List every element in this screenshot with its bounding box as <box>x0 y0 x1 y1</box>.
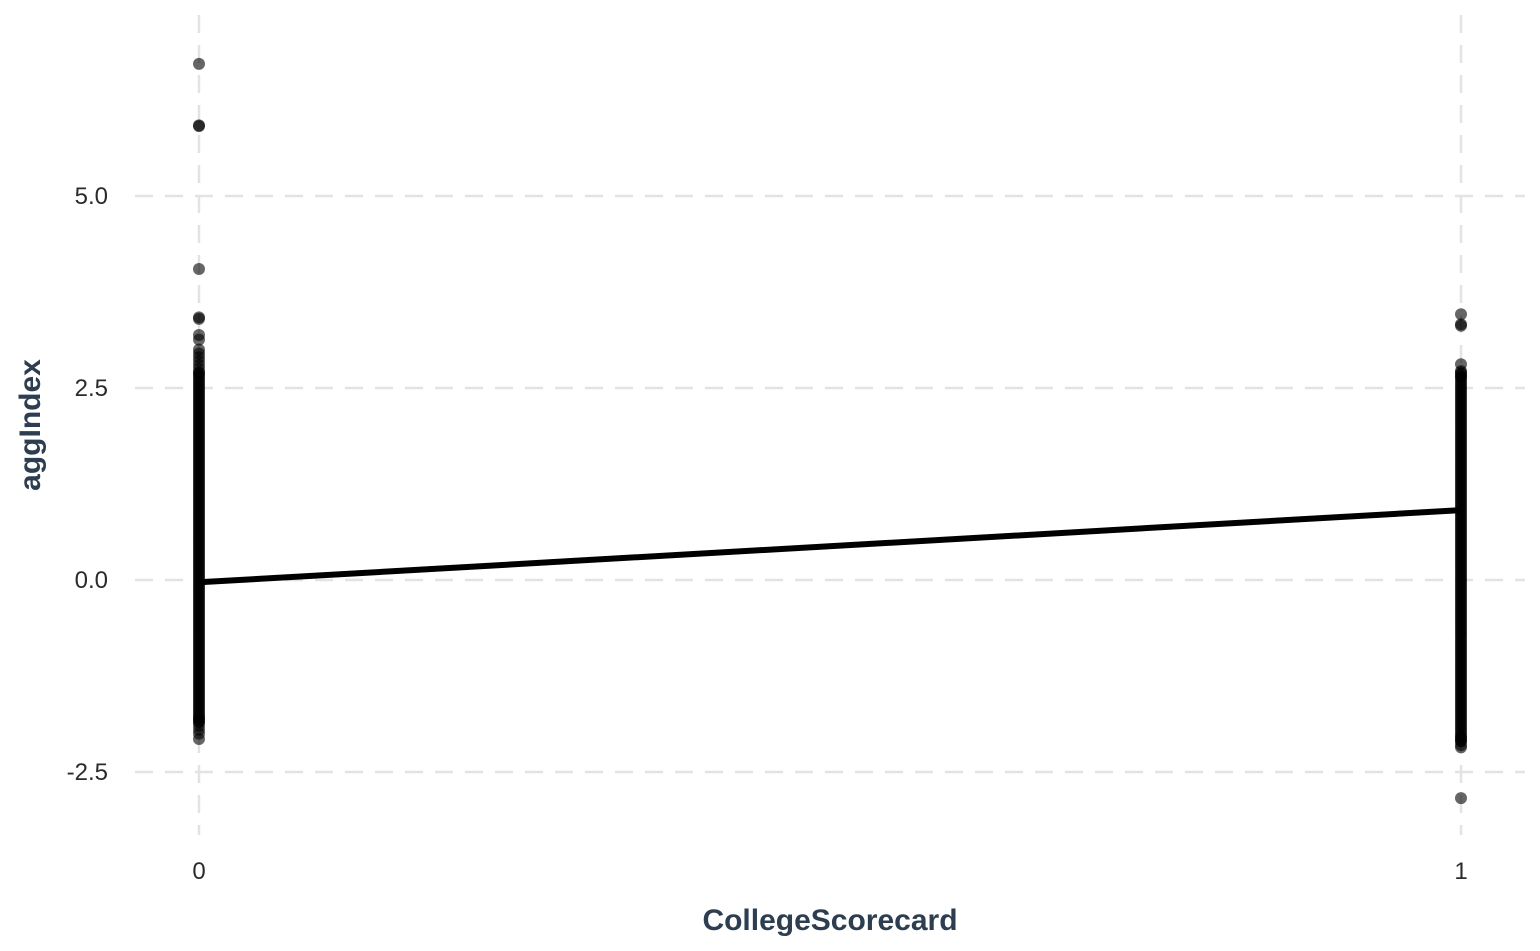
y-tick-label: -2.5 <box>67 759 108 786</box>
y-tick-label: 5.0 <box>75 183 108 210</box>
y-tick-label: 2.5 <box>75 375 108 402</box>
data-point <box>1455 320 1467 332</box>
data-point <box>193 119 205 131</box>
data-point <box>1455 741 1467 753</box>
data-point <box>193 313 205 325</box>
y-axis-title: aggIndex <box>14 359 47 491</box>
x-axis-title: CollegeScorecard <box>702 904 957 937</box>
x-tick-label: 0 <box>192 858 205 885</box>
fit-line <box>199 510 1461 582</box>
data-point <box>193 263 205 275</box>
data-point <box>1455 370 1467 382</box>
points-layer <box>193 58 1467 804</box>
fit-line-layer <box>199 510 1461 582</box>
x-tick-label: 1 <box>1454 858 1467 885</box>
tick-labels-layer: 5.0 2.5 0.0 -2.5 0 1 <box>67 183 1468 885</box>
grid-layer <box>135 15 1525 835</box>
y-tick-label: 0.0 <box>75 567 108 594</box>
data-point <box>193 58 205 70</box>
data-point <box>1455 792 1467 804</box>
data-point <box>193 367 205 379</box>
data-point <box>193 733 205 745</box>
